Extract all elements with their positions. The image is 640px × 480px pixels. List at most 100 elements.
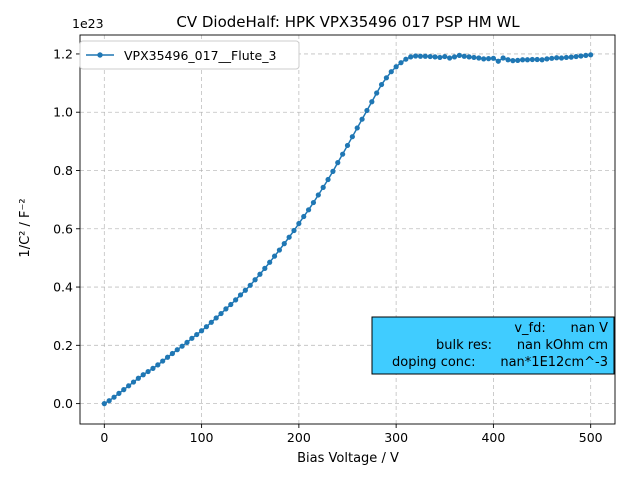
data-point [145, 368, 151, 375]
data-point [349, 134, 355, 140]
y-tick-label: 0.8 [53, 163, 73, 178]
legend-entry-label: VPX35496_017__Flute_3 [124, 48, 276, 63]
data-point [398, 60, 404, 66]
data-point [578, 53, 584, 59]
data-point [437, 54, 443, 61]
data-point [583, 52, 589, 59]
data-point [447, 55, 453, 61]
data-point [500, 55, 506, 61]
data-point [213, 315, 219, 321]
x-tick-label: 200 [287, 430, 311, 445]
data-point [481, 56, 487, 62]
x-tick-label: 400 [481, 430, 505, 445]
x-tick-label: 0 [100, 430, 108, 445]
data-point [495, 58, 501, 64]
data-point [427, 53, 433, 60]
data-point [422, 53, 428, 59]
data-point [305, 207, 312, 213]
data-point [276, 247, 283, 253]
data-point [563, 54, 569, 61]
data-point [310, 199, 317, 206]
data-point [106, 398, 112, 404]
data-point [126, 383, 132, 389]
data-point [135, 375, 141, 381]
data-point [534, 56, 540, 63]
data-point [169, 350, 176, 357]
data-point [111, 394, 117, 400]
data-point [320, 184, 326, 190]
y-offset-label: 1e23 [72, 16, 104, 31]
data-point [403, 56, 409, 62]
data-point [325, 176, 331, 183]
data-point [228, 301, 234, 308]
data-point [442, 53, 448, 60]
data-point [101, 401, 107, 407]
data-point [116, 390, 122, 396]
data-point [257, 271, 263, 277]
data-point [344, 142, 351, 149]
data-point [432, 54, 438, 60]
data-point [456, 52, 462, 59]
data-point [286, 234, 292, 240]
data-point [544, 56, 550, 62]
fit-results-box: v_fd: nan V bulk res: nan kOhm cm doping… [371, 316, 615, 375]
data-point [519, 57, 526, 63]
vfd-readout: v_fd: nan V [514, 321, 608, 336]
data-point [194, 331, 200, 338]
y-tick-label: 0.6 [53, 221, 73, 236]
data-point [291, 227, 297, 234]
legend-box [79, 40, 300, 70]
data-point [417, 53, 424, 59]
x-axis-label: Bias Voltage / V [297, 451, 399, 466]
x-tick-label: 300 [384, 430, 408, 445]
data-point [476, 55, 482, 61]
chart-title: CV DiodeHalf: HPK VPX35496 017 PSP HM WL [176, 13, 520, 31]
x-tick-label: 100 [190, 430, 214, 445]
data-point [485, 56, 492, 62]
data-point [267, 259, 273, 265]
data-point [354, 125, 360, 131]
y-tick-label: 1.2 [53, 46, 73, 61]
y-tick-label: 0.4 [53, 280, 73, 295]
data-point [330, 168, 336, 174]
data-point [558, 55, 565, 61]
data-point [412, 53, 419, 59]
data-point [237, 292, 244, 298]
data-point [218, 310, 224, 317]
data-point [573, 53, 579, 60]
data-point [164, 354, 171, 360]
data-point [208, 319, 214, 325]
data-point [203, 324, 210, 330]
data-point [179, 343, 185, 349]
data-point [364, 107, 370, 114]
data-point [451, 54, 458, 60]
x-tick-label: 500 [579, 430, 603, 445]
bulk-res-readout: bulk res: nan kOhm cm [436, 338, 608, 353]
plot-frame [79, 34, 616, 425]
doping-conc-readout: doping conc: nan*1E12cm^-3 [392, 355, 608, 370]
y-tick-label: 0.2 [53, 338, 73, 353]
data-point [335, 160, 341, 166]
data-point [184, 339, 190, 346]
data-point [271, 253, 278, 259]
fit-results-background [371, 316, 615, 375]
data-point [359, 116, 365, 122]
series-layer [101, 52, 594, 407]
data-point [262, 265, 268, 271]
data-point [408, 54, 414, 60]
data-point [155, 362, 161, 368]
data-point [189, 335, 195, 341]
data-point [198, 328, 205, 334]
data-point [140, 372, 146, 378]
legend: VPX35496_017__Flute_3 [79, 40, 300, 70]
data-point [160, 358, 166, 364]
data-point [174, 347, 180, 353]
data-point [524, 57, 531, 63]
data-point [121, 387, 127, 393]
data-point [588, 52, 594, 58]
data-point [378, 81, 385, 88]
data-point [150, 365, 156, 371]
data-point [296, 220, 302, 227]
y-tick-label: 1.0 [53, 105, 73, 120]
data-point [252, 277, 258, 283]
